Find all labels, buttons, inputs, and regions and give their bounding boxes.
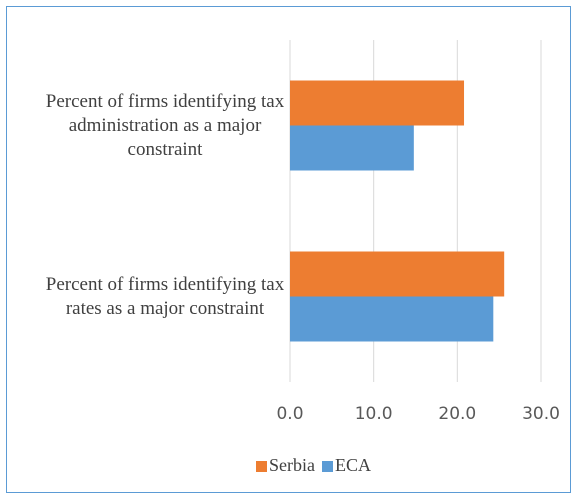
x-tick-label: 30.0 [522, 404, 560, 424]
legend-swatch [256, 461, 267, 472]
legend-label: Serbia [269, 455, 315, 475]
bar [290, 125, 414, 171]
bar [290, 251, 505, 297]
bar [290, 296, 494, 342]
x-tick-label: 0.0 [276, 404, 303, 424]
legend-swatch [322, 461, 333, 472]
x-tick-label: 20.0 [438, 404, 476, 424]
x-tick-label: 10.0 [355, 404, 393, 424]
legend-label: ECA [335, 455, 371, 475]
category-label: Percent of firms identifying tax rates a… [45, 273, 285, 319]
bar [290, 80, 465, 126]
chart-border [6, 6, 571, 493]
category-label: Percent of firms identifying tax adminis… [45, 90, 285, 160]
